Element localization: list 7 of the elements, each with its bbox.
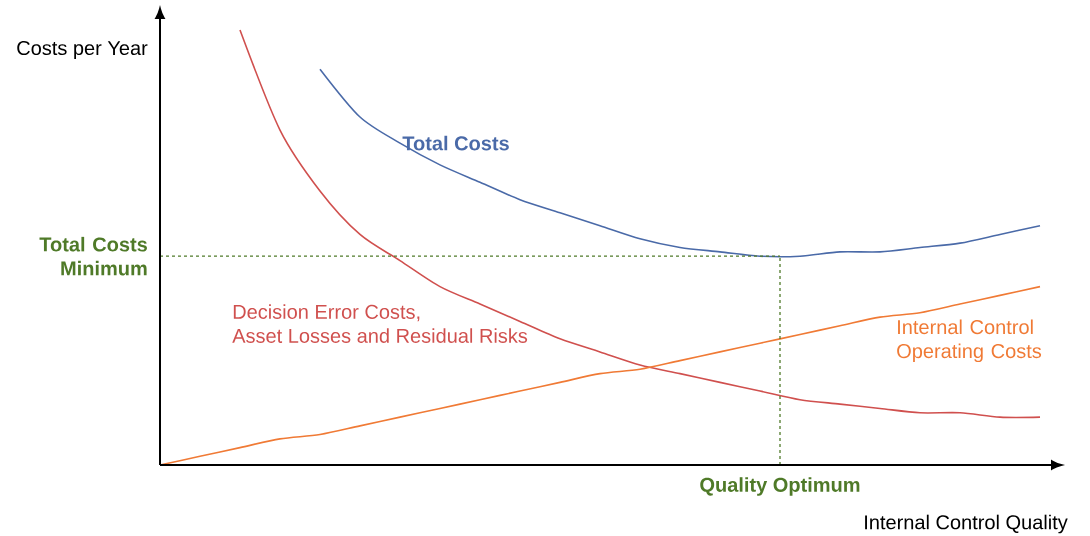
text: Quality Optimum xyxy=(700,477,860,496)
series-label: Internal Control Operating Costs xyxy=(897,319,1042,363)
x-axis-title: Internal Control Quality xyxy=(865,514,1068,534)
series-label: Decision Error Costs, Asset Losses and Residual Risks xyxy=(232,304,528,343)
series-label: Total Costs xyxy=(402,135,509,151)
ref-line-label: Total Costs Minimum xyxy=(39,236,147,276)
y-axis-title: Costs per Year xyxy=(17,40,148,60)
